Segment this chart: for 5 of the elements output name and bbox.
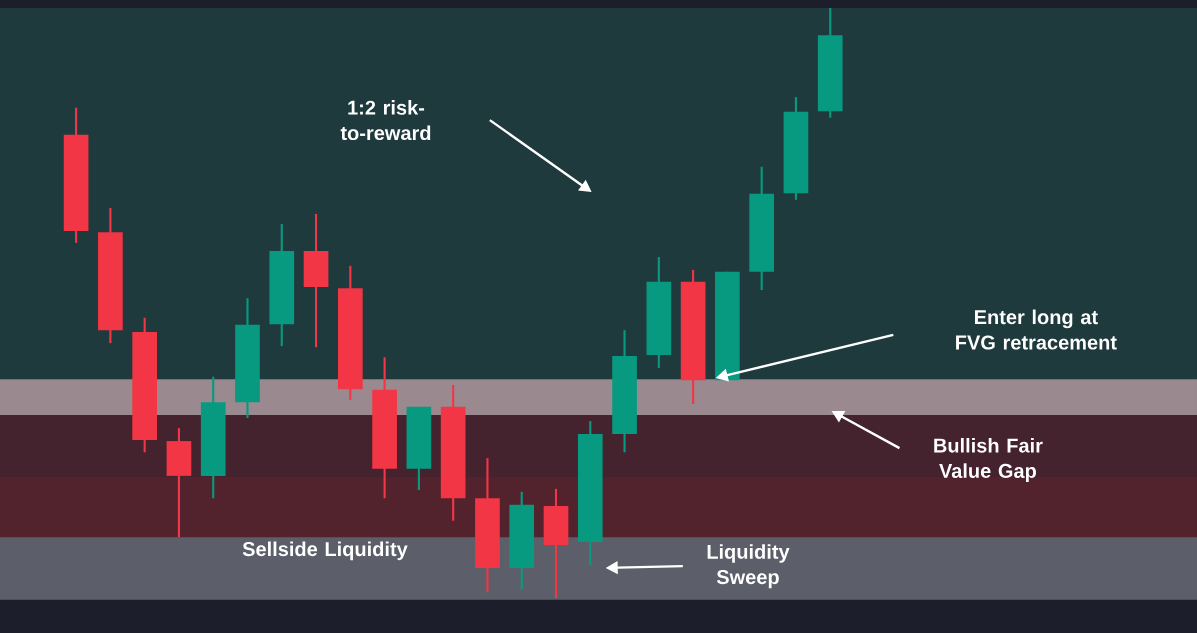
text: Enter long at FVG retracement [956, 309, 1117, 350]
band-label: 1:2 risk-to-reward [340, 100, 431, 141]
band-label: Sellside Liquidity [242, 541, 408, 561]
band-label: Bullish Fair Value Gap [934, 437, 1043, 482]
band-label: Liquidity Sweep [707, 544, 790, 589]
